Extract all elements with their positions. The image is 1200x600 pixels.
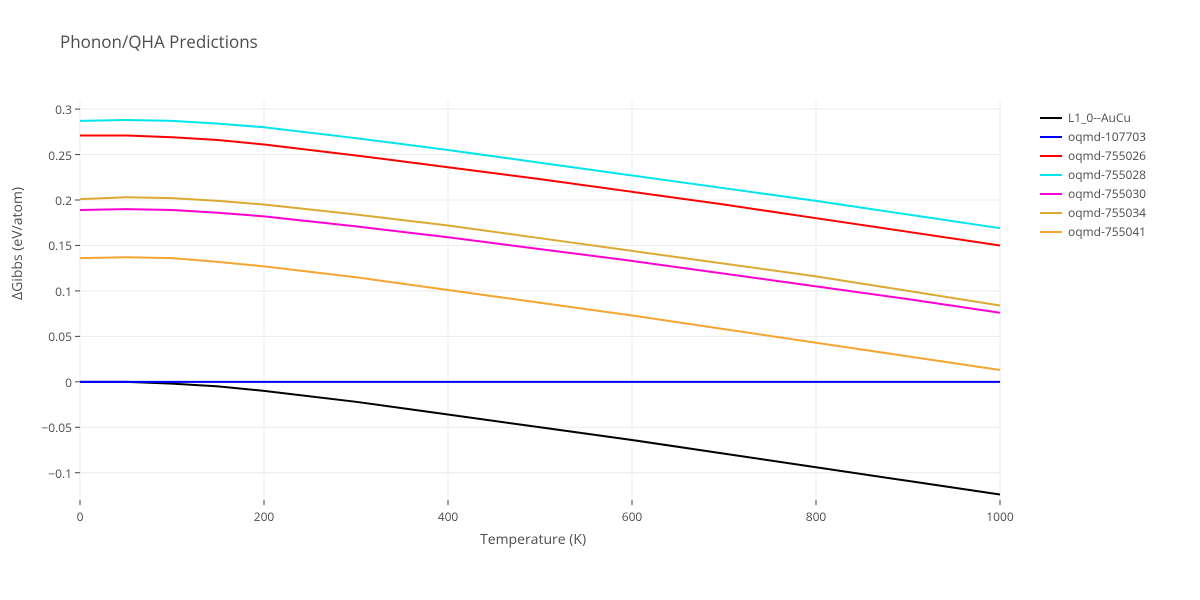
y-tick-label: 0.1 <box>55 283 72 300</box>
legend: L1_0--AuCu oqmd-107703 oqmd-755026 oqmd-755… <box>1040 108 1146 241</box>
x-tick-label: 1000 <box>980 508 1020 525</box>
x-axis-label: Temperature (K) <box>480 530 586 549</box>
legend-item[interactable]: oqmd-107703 <box>1040 127 1146 146</box>
legend-label: oqmd-755034 <box>1068 204 1146 221</box>
series-line[interactable] <box>80 135 1000 245</box>
legend-item[interactable]: oqmd-755041 <box>1040 222 1146 241</box>
legend-item[interactable]: oqmd-755034 <box>1040 203 1146 222</box>
legend-label: oqmd-755030 <box>1068 185 1146 202</box>
legend-swatch <box>1040 117 1062 119</box>
chart-container: Phonon/QHA Predictions Temperature (K) Δ… <box>0 0 1200 600</box>
legend-label: oqmd-755026 <box>1068 147 1146 164</box>
legend-label: oqmd-107703 <box>1068 128 1146 145</box>
series-line[interactable] <box>80 257 1000 370</box>
x-tick-label: 800 <box>796 508 836 525</box>
chart-title: Phonon/QHA Predictions <box>60 30 258 53</box>
y-axis-label: ΔGibbs (eV/atom) <box>8 187 27 300</box>
y-tick-label: −0.1 <box>48 465 72 482</box>
x-tick-label: 200 <box>244 508 284 525</box>
y-tick-label: 0.2 <box>55 192 72 209</box>
y-tick-label: 0.15 <box>48 237 72 254</box>
legend-swatch <box>1040 155 1062 157</box>
legend-label: oqmd-755041 <box>1068 223 1146 240</box>
legend-item[interactable]: oqmd-755028 <box>1040 165 1146 184</box>
y-tick-label: 0.25 <box>48 147 72 164</box>
legend-item[interactable]: L1_0--AuCu <box>1040 108 1146 127</box>
legend-label: L1_0--AuCu <box>1068 109 1131 126</box>
legend-swatch <box>1040 212 1062 214</box>
legend-item[interactable]: oqmd-755026 <box>1040 146 1146 165</box>
x-tick-label: 600 <box>612 508 652 525</box>
legend-item[interactable]: oqmd-755030 <box>1040 184 1146 203</box>
series-line[interactable] <box>80 382 1000 495</box>
x-tick-label: 400 <box>428 508 468 525</box>
y-tick-label: −0.05 <box>41 419 72 436</box>
legend-label: oqmd-755028 <box>1068 166 1146 183</box>
plot-area <box>0 0 1200 600</box>
legend-swatch <box>1040 231 1062 233</box>
y-tick-label: 0.3 <box>55 101 72 118</box>
legend-swatch <box>1040 136 1062 138</box>
y-tick-label: 0 <box>65 374 72 391</box>
x-tick-label: 0 <box>60 508 100 525</box>
legend-swatch <box>1040 193 1062 195</box>
y-tick-label: 0.05 <box>48 328 72 345</box>
legend-swatch <box>1040 174 1062 176</box>
